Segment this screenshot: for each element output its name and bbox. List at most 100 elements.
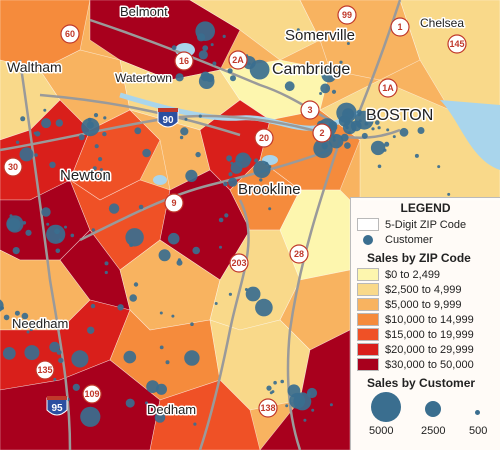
customer-point[interactable] [87, 326, 95, 334]
customer-point[interactable] [80, 406, 101, 427]
customer-point[interactable] [249, 59, 270, 80]
customer-point[interactable] [91, 228, 96, 232]
customer-point[interactable] [331, 89, 337, 94]
customer-point[interactable] [3, 314, 10, 321]
customer-point[interactable] [19, 147, 34, 162]
customer-point[interactable] [214, 302, 218, 305]
customer-point[interactable] [223, 181, 228, 187]
customer-point[interactable] [102, 131, 107, 137]
customer-point[interactable] [159, 345, 164, 350]
customer-point[interactable] [328, 121, 338, 130]
customer-point[interactable] [94, 144, 99, 149]
customer-point[interactable] [282, 67, 289, 75]
customer-point[interactable] [24, 345, 40, 361]
customer-point[interactable] [70, 233, 75, 238]
customer-point[interactable] [253, 160, 271, 178]
customer-point[interactable] [224, 213, 229, 218]
customer-point[interactable] [417, 127, 425, 134]
customer-point[interactable] [386, 128, 390, 132]
customer-point[interactable] [280, 379, 285, 384]
customer-point[interactable] [12, 247, 20, 255]
customer-point[interactable] [256, 186, 260, 190]
customer-point[interactable] [71, 350, 89, 368]
customer-point[interactable] [227, 158, 231, 162]
customer-point[interactable] [319, 92, 323, 95]
customer-point[interactable] [142, 148, 151, 158]
customer-point[interactable] [230, 161, 234, 165]
customer-point[interactable] [202, 45, 209, 51]
customer-point[interactable] [20, 116, 26, 122]
customer-point[interactable] [329, 134, 344, 149]
customer-point[interactable] [55, 119, 63, 127]
customer-point[interactable] [284, 81, 295, 92]
customer-point[interactable] [21, 312, 29, 320]
customer-point[interactable] [103, 116, 107, 120]
customer-point[interactable] [145, 401, 148, 405]
customer-point[interactable] [437, 165, 441, 169]
customer-point[interactable] [384, 141, 390, 147]
customer-point[interactable] [34, 153, 38, 157]
customer-point[interactable] [158, 249, 171, 262]
customer-point[interactable] [236, 155, 244, 162]
customer-point[interactable] [2, 347, 16, 360]
customer-point[interactable] [184, 117, 188, 121]
customer-point[interactable] [193, 422, 197, 426]
customer-point[interactable] [289, 392, 306, 409]
customer-point[interactable] [210, 43, 214, 47]
customer-point[interactable] [175, 73, 184, 82]
customer-point[interactable] [371, 127, 375, 131]
customer-point[interactable] [219, 245, 222, 249]
customer-point[interactable] [303, 418, 307, 422]
customer-point[interactable] [123, 350, 137, 364]
customer-point[interactable] [313, 138, 333, 159]
customer-point[interactable] [54, 228, 60, 235]
customer-point[interactable] [312, 69, 316, 73]
customer-point[interactable] [45, 320, 49, 324]
customer-point[interactable] [311, 408, 315, 412]
customer-point[interactable] [125, 228, 144, 247]
customer-point[interactable] [134, 127, 142, 135]
customer-point[interactable] [99, 168, 103, 172]
customer-point[interactable] [244, 288, 248, 291]
customer-point[interactable] [171, 314, 175, 318]
customer-point[interactable] [49, 341, 60, 353]
customer-point[interactable] [49, 161, 56, 168]
customer-point[interactable] [25, 229, 32, 236]
customer-point[interactable] [117, 304, 124, 311]
customer-point[interactable] [184, 350, 200, 366]
customer-point[interactable] [14, 310, 20, 316]
customer-point[interactable] [179, 135, 184, 140]
customer-point[interactable] [72, 383, 80, 391]
customer-point[interactable] [342, 108, 355, 121]
customer-point[interactable] [329, 403, 333, 407]
customer-point[interactable] [185, 169, 198, 182]
customer-point[interactable] [212, 61, 217, 66]
customer-point[interactable] [78, 134, 85, 141]
customer-point[interactable] [342, 120, 357, 135]
customer-point[interactable] [198, 114, 202, 118]
customer-point[interactable] [138, 204, 144, 210]
customer-point[interactable] [129, 294, 137, 302]
customer-point[interactable] [259, 178, 263, 182]
customer-point[interactable] [167, 232, 180, 245]
customer-point[interactable] [399, 127, 409, 137]
customer-point[interactable] [265, 185, 268, 189]
customer-point[interactable] [98, 157, 103, 162]
customer-point[interactable] [227, 68, 233, 74]
customer-point[interactable] [58, 238, 62, 242]
customer-point[interactable] [247, 62, 251, 66]
customer-point[interactable] [285, 404, 289, 408]
customer-point[interactable] [218, 217, 224, 223]
customer-point[interactable] [375, 120, 380, 125]
customer-point[interactable] [344, 142, 351, 149]
customer-point[interactable] [133, 282, 139, 287]
customer-point[interactable] [320, 83, 331, 94]
customer-point[interactable] [230, 75, 236, 82]
customer-point[interactable] [192, 246, 200, 255]
customer-point[interactable] [190, 322, 194, 327]
customer-point[interactable] [254, 158, 259, 163]
customer-point[interactable] [104, 270, 108, 275]
customer-point[interactable] [101, 172, 111, 181]
customer-point[interactable] [245, 286, 261, 302]
